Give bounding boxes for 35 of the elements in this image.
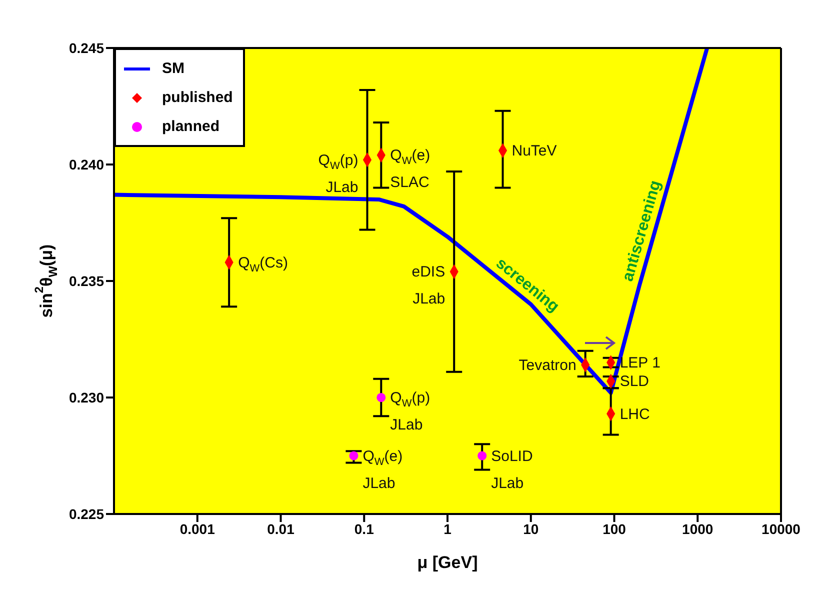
- annotation: JLab: [362, 474, 396, 492]
- annotation: Tevatron: [518, 356, 576, 374]
- legend-label: published: [162, 89, 233, 106]
- annotation: Q$_{W}$(p): [318, 151, 358, 172]
- annotation: SLAC: [390, 174, 430, 191]
- x-tick-label: 10: [523, 520, 539, 537]
- x-tick-label: 0.001: [180, 520, 216, 537]
- annotation: JLab: [491, 474, 524, 492]
- annotation: JLab: [412, 290, 446, 308]
- annotation: eDIS: [412, 263, 446, 280]
- x-axis-title: μ [GeV]: [417, 553, 478, 572]
- x-tick-label: 100: [602, 520, 626, 537]
- annotation: JLab: [326, 178, 358, 196]
- annotation: Q$_{W}$(p): [390, 389, 430, 410]
- x-tick-label: 1000: [682, 520, 714, 537]
- annotation: LEP 1: [620, 354, 660, 372]
- legend-label: planned: [162, 118, 220, 135]
- annotation: Q$_{W}$(e): [390, 146, 430, 168]
- y-tick-label: 0.230: [68, 389, 104, 406]
- annotation: JLab: [390, 416, 423, 433]
- annotation: Q$_{W}$(e): [362, 447, 403, 468]
- y-tick-label: 0.240: [68, 156, 104, 172]
- annotation: SLD: [620, 372, 650, 390]
- annotation: SoLID: [491, 447, 533, 464]
- y-tick-label: 0.245: [68, 40, 104, 56]
- x-tick-label: 10000: [762, 520, 801, 537]
- annotation: NuTeV: [512, 142, 557, 160]
- annotation: LHC: [620, 405, 650, 422]
- annotation: Q$_{W}$(Cs): [238, 254, 288, 274]
- y-tick-label: 0.235: [68, 272, 104, 289]
- y-tick-label: 0.225: [68, 506, 104, 522]
- x-tick-label: 0.1: [354, 520, 374, 537]
- x-tick-label: 0.01: [267, 520, 295, 537]
- x-tick-label: 1: [444, 520, 452, 537]
- legend-label: SM: [162, 60, 184, 77]
